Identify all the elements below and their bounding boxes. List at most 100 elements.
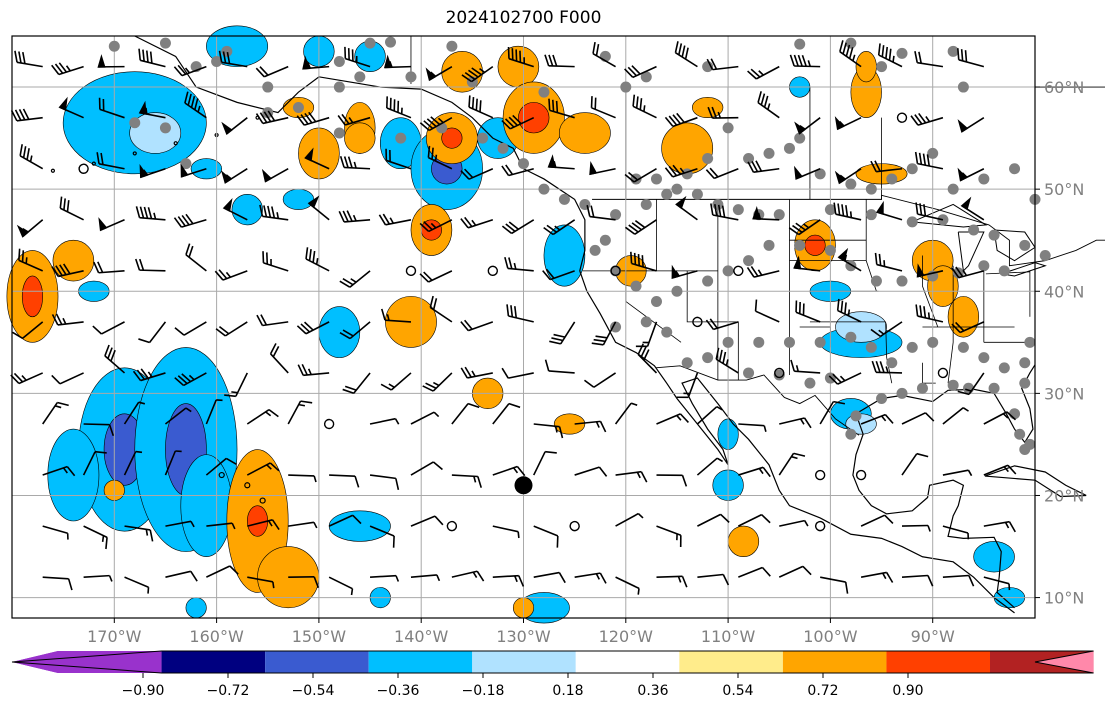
station-dot	[743, 367, 755, 379]
calm-circle	[855, 469, 867, 481]
wind-barb	[139, 164, 166, 179]
barb-full	[12, 331, 23, 340]
station-dot	[876, 392, 888, 404]
barb-full	[590, 205, 595, 218]
wind-barb	[942, 525, 970, 540]
lat-label: 50°N	[1044, 180, 1084, 199]
barb-full	[635, 96, 639, 109]
wind-barb	[774, 367, 785, 379]
barb-shaft	[428, 219, 453, 233]
barb-half	[838, 120, 845, 127]
barb-full	[955, 266, 964, 278]
wind-barb	[261, 168, 289, 183]
barb-full	[190, 570, 198, 582]
state-border	[885, 321, 893, 384]
barb-shaft	[879, 321, 903, 338]
wind-barb	[487, 265, 499, 277]
calm-circle	[733, 265, 744, 277]
colorbar-outline	[11, 650, 1094, 674]
wind-barb	[93, 261, 125, 274]
barb-shaft	[492, 465, 518, 476]
wind-barb	[533, 423, 564, 439]
station-dot	[538, 183, 550, 195]
barb-half	[108, 575, 113, 582]
barb-full	[271, 519, 280, 530]
barb-half	[967, 532, 970, 540]
barb-shaft	[57, 321, 84, 326]
station-dot	[579, 198, 591, 210]
wind-barb	[410, 515, 444, 527]
barb-full	[262, 251, 265, 263]
wind-barb	[419, 116, 453, 132]
barb-half	[197, 105, 201, 113]
barb-full	[793, 452, 806, 457]
wind-barb	[983, 464, 1017, 476]
barb-full	[845, 205, 849, 217]
barb-full	[18, 51, 22, 64]
barb-shaft	[615, 470, 642, 476]
barb-half	[679, 167, 685, 174]
station-dot	[824, 244, 836, 256]
anomaly-region	[553, 413, 586, 435]
barb-shaft	[533, 423, 560, 428]
barb-full	[630, 251, 633, 264]
barb-half	[637, 588, 640, 595]
barb-half	[267, 520, 273, 527]
barb-full	[54, 63, 64, 74]
wind-barb	[492, 574, 525, 587]
barb-shaft	[123, 401, 140, 425]
barb-full	[504, 118, 515, 128]
wind-barb	[820, 576, 849, 594]
barb-shaft	[42, 465, 68, 476]
barb-full	[142, 49, 145, 62]
wind-barb	[425, 65, 453, 82]
barb-full	[754, 299, 758, 312]
station-dot	[804, 377, 816, 389]
barb-shaft	[901, 412, 926, 425]
barb-full	[397, 100, 400, 113]
barb-full	[342, 388, 355, 394]
barb-shaft	[876, 263, 903, 272]
wind-barb	[794, 117, 821, 135]
barb-full	[633, 252, 637, 265]
barb-half	[554, 225, 561, 231]
barb-full	[337, 115, 346, 126]
barb-half	[231, 522, 236, 530]
barb-half	[630, 402, 638, 406]
barb-full	[432, 298, 438, 310]
barb-shaft	[288, 474, 315, 477]
barb-shaft	[778, 452, 795, 476]
barb-full	[968, 575, 975, 587]
wind-barb	[589, 160, 616, 176]
barb-full	[910, 115, 919, 126]
barb-shaft	[369, 417, 396, 425]
barb-full	[599, 572, 607, 584]
barb-full	[342, 329, 354, 337]
barb-full	[184, 91, 189, 104]
station-dot	[870, 275, 882, 287]
barb-full	[92, 325, 103, 335]
barb-half	[803, 223, 810, 229]
barb-full	[512, 114, 522, 125]
barb-full	[515, 49, 518, 62]
barb-half	[595, 421, 600, 428]
calm-circle	[610, 265, 621, 277]
wind-barb	[173, 213, 207, 228]
barb-shaft	[221, 61, 248, 68]
barb-shaft	[697, 573, 724, 578]
wind-barb	[369, 525, 395, 548]
barb-half	[637, 513, 644, 519]
wind-barb	[329, 474, 360, 488]
barb-shaft	[511, 219, 535, 235]
station-dot	[896, 275, 908, 287]
barb-shaft	[123, 451, 137, 476]
wind-barb	[246, 408, 279, 425]
barb-full	[354, 475, 360, 488]
station-dot	[333, 56, 345, 68]
barb-full	[628, 224, 639, 233]
barb-pennant	[794, 165, 804, 180]
wind-barb	[218, 50, 248, 68]
colorbar-tick-label: 0.90	[892, 683, 923, 699]
barb-shaft	[386, 107, 412, 119]
station-dot	[998, 265, 1010, 277]
